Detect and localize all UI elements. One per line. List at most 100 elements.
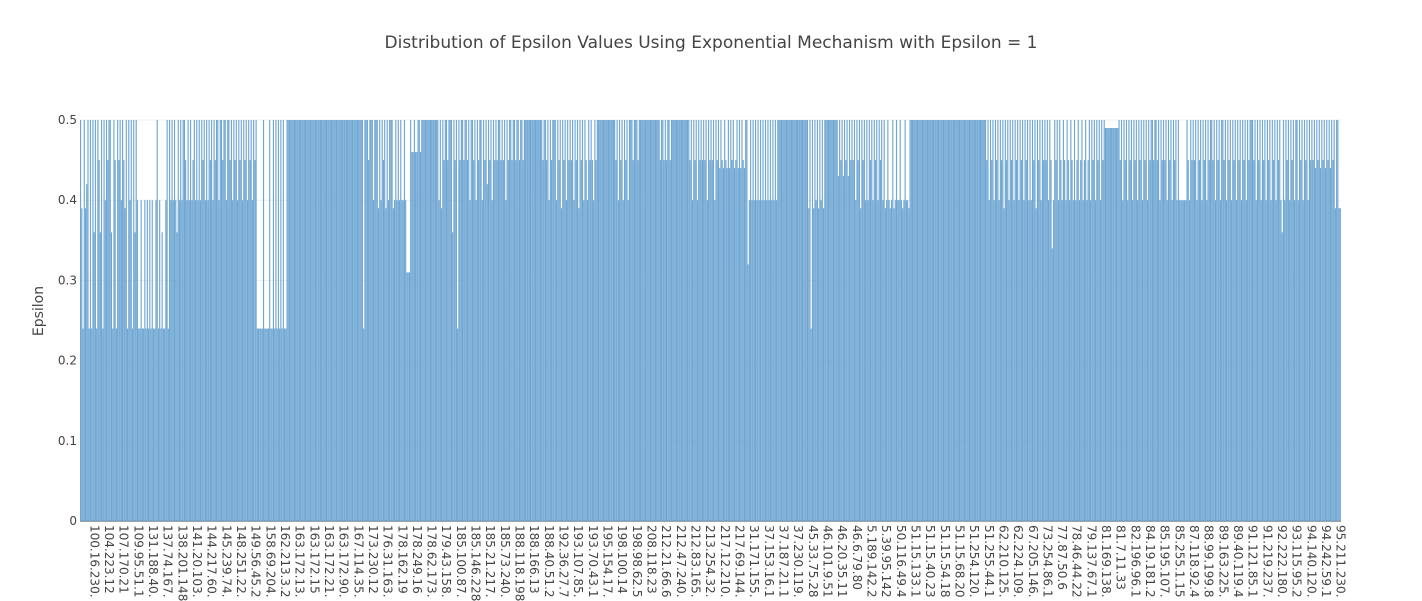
bar [1007,120,1009,521]
bar [533,120,535,521]
bar [1294,200,1296,521]
x-tick-label: 193.107.85. [571,525,585,598]
bar [1008,200,1010,521]
bar [203,120,205,521]
bar [635,120,637,521]
bar [888,200,890,521]
bar [1092,160,1094,521]
bar [447,160,449,521]
x-tick-label: 137.74.167. [161,525,175,598]
bar [897,200,899,521]
x-tick-label: 94.140.120. [1304,525,1318,598]
bar [863,120,865,521]
bar [455,120,457,521]
x-tick-label: 148.251.22. [234,525,248,598]
bar [1043,160,1045,521]
y-tick-label: 0 [69,514,77,528]
x-tick-label: 94.242.59.1 [1319,525,1333,598]
bar [736,120,738,521]
bar [541,120,543,521]
bar [1022,120,1024,521]
bar [988,200,990,521]
bar [939,120,941,521]
bar [670,120,673,521]
bar [1082,200,1084,521]
bar [246,200,249,521]
bar [981,120,983,521]
x-tick-label: 217.69.144. [732,525,746,598]
bar [600,120,602,521]
bar [214,160,216,521]
bar [1044,120,1046,521]
bar [1329,168,1332,521]
bar [801,120,804,521]
bar [258,328,260,521]
x-tick-label: 46.6.79.80 [850,525,864,590]
x-tick-label: 31.171.155. [747,525,761,598]
bar [326,120,328,521]
bar [617,200,619,521]
bar [1138,120,1140,521]
bar [673,120,675,521]
bar [871,120,873,521]
bar [868,120,870,521]
bar [457,328,459,521]
bar [525,120,527,521]
bar [730,120,732,521]
x-tick-label: 212.21.66.6 [659,525,673,598]
bar [1333,120,1335,521]
bar [610,120,612,521]
x-tick-label: 45.33.75.28 [806,525,820,598]
bar [1285,120,1287,521]
bar [169,120,171,521]
bar [141,328,143,521]
bar [881,120,883,521]
bar [350,120,352,521]
bar [523,120,525,521]
bar [1133,120,1135,521]
bar [1137,200,1139,521]
bar [620,160,622,521]
bar [825,120,827,521]
bar [787,120,789,521]
bar [1118,120,1120,521]
bar [683,120,685,521]
bar [512,120,514,521]
bar [321,120,323,521]
bar [1104,128,1107,521]
bar [810,328,812,521]
bar [614,120,616,521]
bar [1025,160,1027,521]
bar [291,120,293,521]
bar [318,120,320,521]
x-tick-label: 51.15.133.1 [908,525,922,598]
bar [733,168,736,521]
bar [248,120,250,521]
bar [1270,200,1272,521]
bar [968,120,971,521]
bar [711,160,713,521]
x-tick-label: 163.172.13. [293,525,307,598]
bar [1323,120,1325,521]
bar [1276,120,1278,521]
bar [564,120,566,521]
bar [429,120,432,521]
x-tick-label: 89.163.225. [1216,525,1230,598]
bar [659,160,661,521]
bar [1239,120,1241,521]
x-tick-label: 51.15.54.18 [938,525,952,598]
x-tick-label: 131.188.40. [146,525,160,598]
bar [312,120,314,521]
bar [1208,160,1210,521]
bar [338,120,340,521]
bar [306,120,308,521]
bar [1161,160,1163,521]
bar [789,120,791,521]
bar [808,208,810,521]
bar [776,200,778,521]
bar [83,120,85,521]
bar [725,160,727,521]
bar [945,120,947,521]
bar [1205,120,1207,521]
x-tick-label: 104.223.12 [102,525,116,594]
